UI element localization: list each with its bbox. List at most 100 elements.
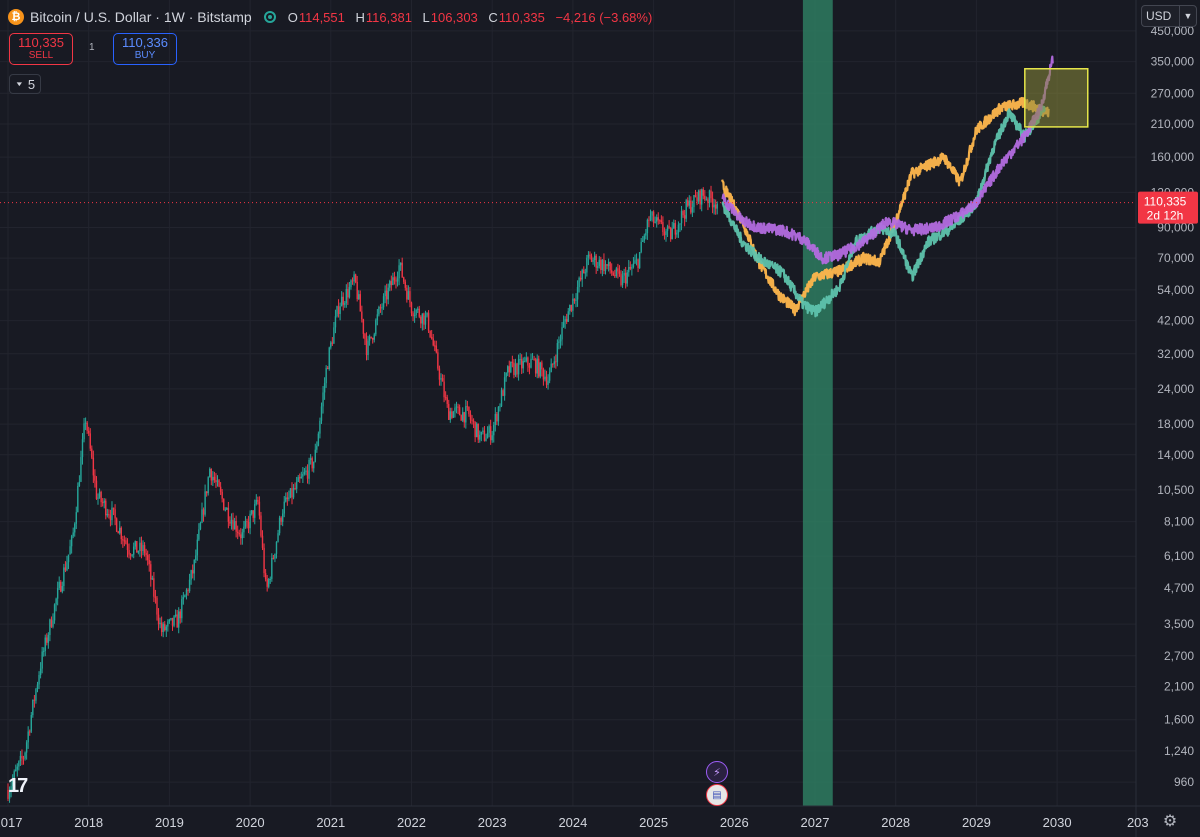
buy-button[interactable]: 110,336 BUY [113,33,177,65]
candle-body [517,359,520,375]
candle-body [465,406,467,423]
candle-body [662,222,664,233]
candle-body [236,531,239,534]
candle-body [24,752,26,759]
candle-body [522,361,524,369]
candle-body [569,304,571,312]
candle-body [77,485,79,513]
candle-body [534,359,537,374]
candle-body [573,298,576,301]
candle-body [142,545,144,552]
candle-body [576,287,579,300]
price-tick-label: 960 [1174,775,1194,789]
candle-body [44,637,46,651]
chevron-down-icon: ▼ [1179,6,1196,26]
candle-body [702,189,704,196]
symbol-title[interactable]: Bitcoin / U.S. Dollar · 1W · Bitstamp [30,9,252,25]
candle-body [404,281,406,288]
lightning-icon[interactable]: ⚡ [706,761,728,783]
indicators-toggle-button[interactable]: ▼ 5 [9,74,41,94]
candle-body [410,302,413,314]
candle-body [326,368,329,370]
candle-body [35,689,37,701]
candle-body [376,314,379,321]
candle-body [690,200,692,213]
candle-body [688,200,690,206]
time-tick-label: 2024 [558,815,587,830]
spread-value: 1 [89,42,95,53]
candle-body [600,259,602,271]
currency-select[interactable]: USD ▼ [1141,5,1197,27]
candle-body [499,406,501,408]
gear-icon[interactable]: ⚙ [1162,813,1178,830]
candle-body [533,358,535,360]
candle-body [629,267,632,269]
candle-body [146,555,149,561]
candle-body [671,228,673,240]
candle-body [668,226,670,228]
sell-button[interactable]: 110,335 SELL [9,33,73,65]
candle-body [676,232,678,235]
candle-body [292,488,295,498]
candle-body [634,260,636,264]
candle-body [198,529,200,540]
buy-price: 110,336 [121,35,169,50]
candle-body [607,261,610,267]
candle-body [570,304,573,311]
candle-body [708,190,711,203]
candle-body [63,567,65,587]
candle-body [651,211,653,216]
us-flag-icon[interactable]: ▤ [706,784,728,806]
candle-body [333,327,335,344]
candle-body [612,272,614,276]
candle-body [188,579,191,592]
candle-body [378,307,380,315]
candle-body [367,340,369,355]
candle-body [524,360,526,362]
open-key: O [287,9,298,25]
candle-body [483,430,486,441]
candle-body [184,595,186,598]
candle-body [281,513,284,522]
candle-body [701,189,703,205]
candle-body [38,674,40,685]
candle-body [84,422,87,424]
tradingview-logo[interactable]: 17 [8,775,28,797]
price-tick-label: 90,000 [1157,220,1194,234]
candle-body [601,259,604,271]
candle-body [201,509,203,523]
candle-body [544,376,546,380]
candle-body [195,555,197,560]
bitcoin-icon: ₿ [8,9,24,25]
candle-body [432,338,434,346]
candle-body [449,411,451,420]
candle-body [156,597,158,615]
candle-body [547,380,549,385]
candle-body [202,509,205,515]
candle-body [21,755,23,759]
candle-body [624,272,627,284]
candle-body [50,619,53,627]
candle-body [443,381,445,398]
candlestick-series [7,185,718,803]
candle-body [418,308,420,317]
candle-body [308,459,310,479]
price-axis: 450,000350,000270,000210,000160,000120,0… [1136,0,1200,837]
candle-body [272,557,275,559]
candle-body [704,195,706,200]
candle-body [289,488,292,498]
candle-body [11,779,14,787]
candle-body [387,287,389,300]
candle-body [302,474,304,477]
candle-body [32,699,34,716]
candle-body [645,233,647,236]
candle-body [603,259,605,272]
time-tick-label: 2028 [881,815,910,830]
candle-body [553,361,555,365]
candle-body [316,445,318,450]
candle-body [219,486,222,492]
candle-body [205,491,208,494]
open-value: 114,551 [298,9,345,25]
candle-body [19,755,22,762]
